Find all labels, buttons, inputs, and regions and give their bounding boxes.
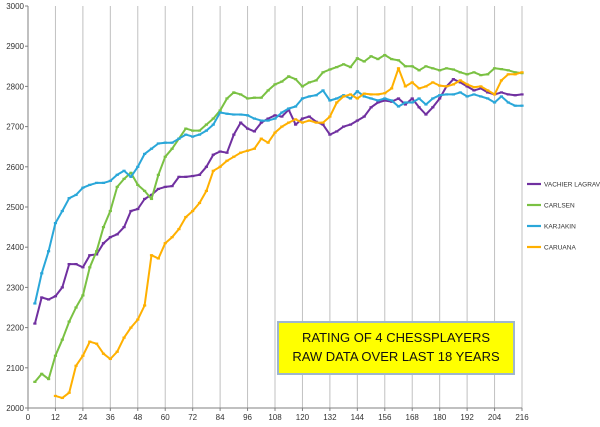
- x-tick-label: 12: [51, 413, 60, 422]
- axes: [25, 5, 523, 411]
- y-tick-label: 2900: [6, 42, 24, 51]
- legend-label: CARUANA: [544, 244, 576, 251]
- y-tick-label: 2100: [6, 364, 24, 373]
- x-tick-label: 204: [488, 413, 502, 422]
- y-tick-label: 2300: [6, 283, 24, 292]
- x-tick-label: 84: [216, 413, 225, 422]
- x-tick-label: 0: [26, 413, 31, 422]
- x-tick-label: 156: [378, 413, 392, 422]
- y-tick-label: 2200: [6, 324, 24, 333]
- annotation-line: RAW DATA OVER LAST 18 YEARS: [292, 349, 500, 364]
- y-tick-label: 2800: [6, 82, 24, 91]
- annotation-box: RATING OF 4 CHESSPLAYERS RAW DATA OVER LA…: [277, 321, 515, 375]
- x-tick-label: 96: [243, 413, 252, 422]
- x-tick-label: 120: [296, 413, 310, 422]
- series-lines: [33, 53, 524, 400]
- x-tick-label: 36: [106, 413, 115, 422]
- x-tick-label: 72: [188, 413, 197, 422]
- legend-label: KARJAKIN: [544, 223, 576, 230]
- x-tick-label: 144: [351, 413, 365, 422]
- x-tick-label: 60: [161, 413, 170, 422]
- x-tick-label: 180: [433, 413, 447, 422]
- x-tick-label: 48: [133, 413, 142, 422]
- y-tick-label: 2400: [6, 243, 24, 252]
- x-tick-label: 108: [268, 413, 282, 422]
- x-tick-label: 216: [515, 413, 529, 422]
- y-tick-label: 2000: [6, 404, 24, 413]
- y-tick-label: 2700: [6, 123, 24, 132]
- x-tick-label: 168: [406, 413, 420, 422]
- x-tick-label: 24: [78, 413, 87, 422]
- legend: VACHIER LAGRAVE CARLSEN KARJAKIN CARUANA: [527, 181, 600, 251]
- y-tick-label: 3000: [6, 2, 24, 11]
- legend-label: VACHIER LAGRAVE: [544, 181, 600, 188]
- annotation-background: [279, 323, 513, 373]
- annotation-line: RATING OF 4 CHESSPLAYERS: [302, 330, 490, 345]
- legend-label: CARLSEN: [544, 202, 575, 209]
- y-tick-label: 2600: [6, 163, 24, 172]
- series-caruana: [53, 67, 524, 400]
- y-tick-label: 2500: [6, 203, 24, 212]
- x-tick-label: 132: [323, 413, 337, 422]
- x-tick-label: 192: [460, 413, 474, 422]
- tick-labels: 2000 2100 2200 2300 2400 2500 2600 2700 2800 2900…: [6, 2, 529, 422]
